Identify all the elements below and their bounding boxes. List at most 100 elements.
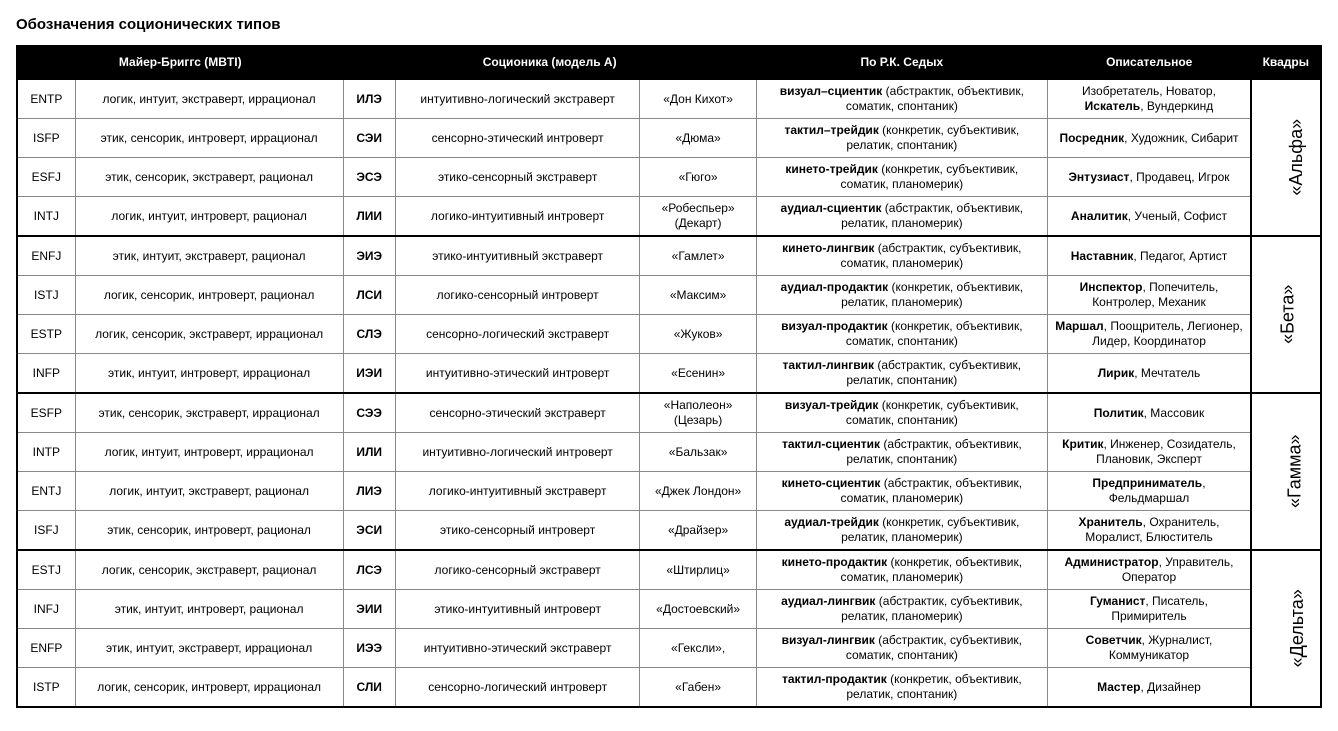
cell-soc-desc: этико-интуитивный интроверт — [395, 590, 639, 629]
cell-sedykh: аудиал-продактик (конкретик, объективик,… — [756, 276, 1047, 315]
table-row: ESFJэтик, сенсорик, экстраверт, рационал… — [17, 158, 1321, 197]
cell-soc-desc: этико-сенсорный экстраверт — [395, 158, 639, 197]
cell-mbti-code: INTP — [17, 433, 75, 472]
cell-mbti-code: ENTP — [17, 79, 75, 119]
table-row: INTJлогик, интуит, интроверт, рационалЛИ… — [17, 197, 1321, 237]
table-row: INFJэтик, интуит, интроверт, рационалЭИИ… — [17, 590, 1321, 629]
cell-soc-code: ИЭИ — [343, 354, 395, 394]
cell-mbti-desc: этик, интуит, экстраверт, рационал — [75, 236, 343, 276]
cell-nickname: «Драйзер» — [640, 511, 756, 551]
table-row: INFPэтик, интуит, интроверт, иррационалИ… — [17, 354, 1321, 394]
cell-soc-code: СЛИ — [343, 668, 395, 708]
cell-soc-desc: интуитивно-логический интроверт — [395, 433, 639, 472]
cell-sedykh: тактил-лингвик (абстрактик, субъективик,… — [756, 354, 1047, 394]
cell-descriptive: Гуманист, Писатель, Примиритель — [1047, 590, 1251, 629]
th-mbti: Майер-Бриггс (MBTI) — [17, 46, 343, 79]
cell-descriptive: Энтузиаст, Продавец, Игрок — [1047, 158, 1251, 197]
cell-mbti-desc: логик, сенсорик, интроверт, рационал — [75, 276, 343, 315]
table-row: ESTPлогик, сенсорик, экстраверт, иррацио… — [17, 315, 1321, 354]
cell-sedykh: аудиал-сциентик (абстрактик, объективик,… — [756, 197, 1047, 237]
cell-soc-desc: интуитивно-логический экстраверт — [395, 79, 639, 119]
cell-soc-desc: сенсорно-логический интроверт — [395, 668, 639, 708]
cell-sedykh: кинето-лингвик (абстрактик, субъективик,… — [756, 236, 1047, 276]
cell-soc-code: ЛСИ — [343, 276, 395, 315]
cell-sedykh: визуал-трейдик (конкретик, субъективик, … — [756, 393, 1047, 433]
cell-descriptive: Инспектор, Попечитель, Контролер, Механи… — [1047, 276, 1251, 315]
table-row: ENTPлогик, интуит, экстраверт, иррациона… — [17, 79, 1321, 119]
cell-descriptive: Администратор, Управитель, Оператор — [1047, 550, 1251, 590]
table-row: ISTPлогик, сенсорик, интроверт, иррацион… — [17, 668, 1321, 708]
cell-soc-code: ИЛЭ — [343, 79, 395, 119]
cell-mbti-code: ESTP — [17, 315, 75, 354]
cell-descriptive: Политик, Массовик — [1047, 393, 1251, 433]
cell-mbti-code: INFP — [17, 354, 75, 394]
cell-sedykh: аудиал-лингвик (абстрактик, субъективик,… — [756, 590, 1047, 629]
cell-nickname: «Бальзак» — [640, 433, 756, 472]
cell-mbti-code: ENTJ — [17, 472, 75, 511]
cell-mbti-desc: этик, сенсорик, интроверт, рационал — [75, 511, 343, 551]
table-row: ENFPэтик, интуит, экстраверт, иррационал… — [17, 629, 1321, 668]
cell-sedykh: визуал-лингвик (абстрактик, субъективик,… — [756, 629, 1047, 668]
cell-soc-code: ИЭЭ — [343, 629, 395, 668]
cell-descriptive: Маршал, Поощритель, Легионер, Лидер, Коо… — [1047, 315, 1251, 354]
cell-soc-code: ЭИИ — [343, 590, 395, 629]
cell-soc-code: ЛИИ — [343, 197, 395, 237]
cell-soc-desc: логико-сенсорный интроверт — [395, 276, 639, 315]
th-sedykh: По Р.К. Седых — [756, 46, 1047, 79]
cell-soc-desc: этико-сенсорный интроверт — [395, 511, 639, 551]
table-row: ESFPэтик, сенсорик, экстраверт, иррацион… — [17, 393, 1321, 433]
cell-nickname: «Дон Кихот» — [640, 79, 756, 119]
cell-descriptive: Наставник, Педагог, Артист — [1047, 236, 1251, 276]
cell-mbti-desc: логик, интуит, интроверт, рационал — [75, 197, 343, 237]
cell-nickname: «Жуков» — [640, 315, 756, 354]
cell-sedykh: аудиал-трейдик (конкретик, субъективик, … — [756, 511, 1047, 551]
cell-quadra: «Дельта» — [1251, 550, 1321, 707]
th-descriptive: Описательное — [1047, 46, 1251, 79]
cell-nickname: «Наполеон» (Цезарь) — [640, 393, 756, 433]
table-row: INTPлогик, интуит, интроверт, иррационал… — [17, 433, 1321, 472]
cell-nickname: «Штирлиц» — [640, 550, 756, 590]
cell-descriptive: Мастер, Дизайнер — [1047, 668, 1251, 708]
cell-mbti-desc: этик, интуит, интроверт, рационал — [75, 590, 343, 629]
cell-soc-desc: интуитивно-этический экстраверт — [395, 629, 639, 668]
cell-mbti-code: INTJ — [17, 197, 75, 237]
cell-mbti-desc: этик, сенсорик, экстраверт, рационал — [75, 158, 343, 197]
cell-nickname: «Есенин» — [640, 354, 756, 394]
cell-descriptive: Советчик, Журналист, Коммуникатор — [1047, 629, 1251, 668]
cell-nickname: «Дюма» — [640, 119, 756, 158]
cell-soc-code: ЛИЭ — [343, 472, 395, 511]
cell-nickname: «Гюго» — [640, 158, 756, 197]
cell-soc-code: СЭИ — [343, 119, 395, 158]
cell-sedykh: тактил-сциентик (абстрактик, объективик,… — [756, 433, 1047, 472]
cell-nickname: «Максим» — [640, 276, 756, 315]
cell-nickname: «Габен» — [640, 668, 756, 708]
cell-quadra: «Бета» — [1251, 236, 1321, 393]
cell-mbti-code: INFJ — [17, 590, 75, 629]
cell-mbti-desc: этик, сенсорик, интроверт, иррационал — [75, 119, 343, 158]
cell-mbti-desc: логик, сенсорик, экстраверт, иррационал — [75, 315, 343, 354]
table-row: ISFJэтик, сенсорик, интроверт, рационалЭ… — [17, 511, 1321, 551]
cell-mbti-desc: этик, интуит, интроверт, иррационал — [75, 354, 343, 394]
cell-soc-code: ИЛИ — [343, 433, 395, 472]
cell-soc-desc: сенсорно-этический экстраверт — [395, 393, 639, 433]
cell-soc-desc: сенсорно-логический экстраверт — [395, 315, 639, 354]
cell-sedykh: тактил-продактик (конкретик, объективик,… — [756, 668, 1047, 708]
table-row: ISFPэтик, сенсорик, интроверт, иррациона… — [17, 119, 1321, 158]
cell-mbti-code: ESFJ — [17, 158, 75, 197]
cell-mbti-desc: логик, сенсорик, экстраверт, рационал — [75, 550, 343, 590]
cell-descriptive: Аналитик, Ученый, Софист — [1047, 197, 1251, 237]
cell-sedykh: визуал-продактик (конкретик, объективик,… — [756, 315, 1047, 354]
cell-mbti-code: ISTJ — [17, 276, 75, 315]
cell-mbti-code: ENFP — [17, 629, 75, 668]
cell-mbti-code: ISFP — [17, 119, 75, 158]
cell-mbti-desc: этик, сенсорик, экстраверт, иррационал — [75, 393, 343, 433]
page-title: Обозначения соционических типов — [16, 16, 1322, 33]
cell-sedykh: кинето-трейдик (конкретик, субъективик, … — [756, 158, 1047, 197]
cell-soc-code: СЛЭ — [343, 315, 395, 354]
types-table: Майер-Бриггс (MBTI) Соционика (модель А)… — [16, 45, 1322, 708]
cell-mbti-code: ISFJ — [17, 511, 75, 551]
cell-soc-desc: этико-интуитивный экстраверт — [395, 236, 639, 276]
cell-soc-code: ЭСИ — [343, 511, 395, 551]
cell-nickname: «Робеспьер» (Декарт) — [640, 197, 756, 237]
cell-descriptive: Посредник, Художник, Сибарит — [1047, 119, 1251, 158]
